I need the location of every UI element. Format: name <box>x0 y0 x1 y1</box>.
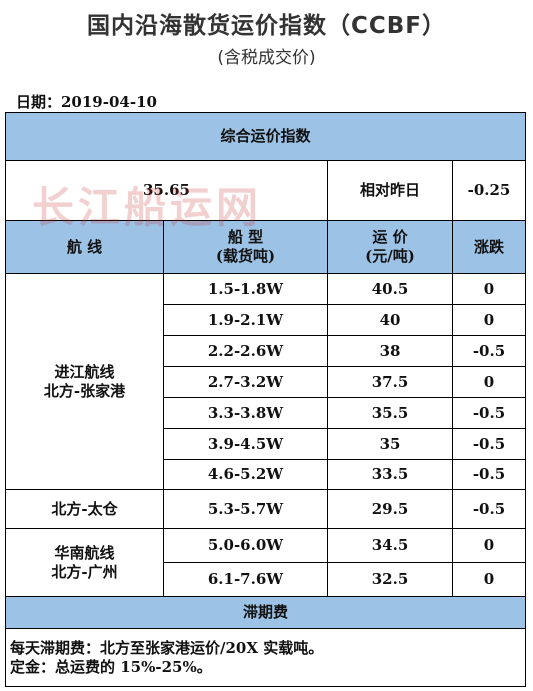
composite-index-header: 综合运价指数 <box>6 113 525 161</box>
table-row-6-change: -0.5 <box>453 460 525 490</box>
route-group-jiangjiang: 进江航线 北方-张家港 <box>6 274 164 490</box>
table-row-4-change: -0.5 <box>453 398 525 429</box>
table-row-6-ship-type: 4.6-5.2W <box>164 460 328 490</box>
table-row-8-ship-type: 5.0-6.0W <box>164 529 328 563</box>
table-row-0-ship-type: 1.5-1.8W <box>164 274 328 305</box>
table-row-3-change: 0 <box>453 367 525 398</box>
column-header-freight-line2: (元/吨) <box>365 247 415 265</box>
demurrage-header: 滞期费 <box>6 597 525 629</box>
table-row-8-freight: 34.5 <box>328 529 453 563</box>
route-group-line: 进江航线 <box>54 362 115 381</box>
table-row-9-change: 0 <box>453 563 525 597</box>
route-group-taicang: 北方-太仓 <box>6 490 164 529</box>
demurrage-notes: 每天滞期费：北方至张家港运价/20X 实载吨。 定金：总运费的 15%-25%。 <box>6 629 525 686</box>
report-date: 日期：2019-04-10 <box>16 93 157 111</box>
table-row-9-freight: 32.5 <box>328 563 453 597</box>
table-row-1-ship-type: 1.9-2.1W <box>164 305 328 336</box>
column-header-freight: 运 价 (元/吨) <box>328 221 453 274</box>
demurrage-note-line: 每天滞期费：北方至张家港运价/20X 实载吨。 <box>10 638 324 657</box>
composite-index-value: 35.65 <box>6 161 328 221</box>
relative-label: 相对昨日 <box>328 161 453 221</box>
table-row-1-change: 0 <box>453 305 525 336</box>
table-row-7-ship-type: 5.3-5.7W <box>164 490 328 529</box>
route-group-line: 北方-广州 <box>51 562 118 581</box>
column-header-route: 航 线 <box>6 221 164 274</box>
table-row-3-freight: 37.5 <box>328 367 453 398</box>
column-header-ship-type-line2: (载货吨) <box>215 247 276 265</box>
table-row-6-freight: 33.5 <box>328 460 453 490</box>
table-row-7-change: -0.5 <box>453 490 525 529</box>
table-row-1-freight: 40 <box>328 305 453 336</box>
column-header-ship-type: 船 型 (载货吨) <box>164 221 328 274</box>
page-subtitle: (含税成交价) <box>217 48 316 68</box>
table-row-2-change: -0.5 <box>453 336 525 367</box>
table-row-0-change: 0 <box>453 274 525 305</box>
route-group-line: 北方-太仓 <box>51 499 118 518</box>
table-row-4-ship-type: 3.3-3.8W <box>164 398 328 429</box>
page-title: 国内沿海散货运价指数（CCBF） <box>86 13 446 39</box>
table-row-8-change: 0 <box>453 529 525 563</box>
table-row-5-change: -0.5 <box>453 429 525 460</box>
table-row-7-freight: 29.5 <box>328 490 453 529</box>
column-header-freight-line1: 运 价 <box>372 228 408 247</box>
table-row-0-freight: 40.5 <box>328 274 453 305</box>
route-group-line: 华南航线 <box>54 543 115 562</box>
table-row-3-ship-type: 2.7-3.2W <box>164 367 328 398</box>
route-group-line: 北方-张家港 <box>43 381 126 400</box>
freight-index-table: 综合运价指数 35.65 相对昨日 -0.25 航 线 船 型 (载货吨) 运 … <box>5 112 526 687</box>
column-header-ship-type-line1: 船 型 <box>227 228 264 247</box>
demurrage-note-line: 定金：总运费的 15%-25%。 <box>10 657 212 676</box>
table-row-4-freight: 35.5 <box>328 398 453 429</box>
route-group-huanan: 华南航线 北方-广州 <box>6 529 164 597</box>
table-row-9-ship-type: 6.1-7.6W <box>164 563 328 597</box>
table-row-2-ship-type: 2.2-2.6W <box>164 336 328 367</box>
table-row-2-freight: 38 <box>328 336 453 367</box>
column-header-change: 涨跌 <box>453 221 525 274</box>
table-row-5-ship-type: 3.9-4.5W <box>164 429 328 460</box>
table-row-5-freight: 35 <box>328 429 453 460</box>
relative-value: -0.25 <box>453 161 525 221</box>
